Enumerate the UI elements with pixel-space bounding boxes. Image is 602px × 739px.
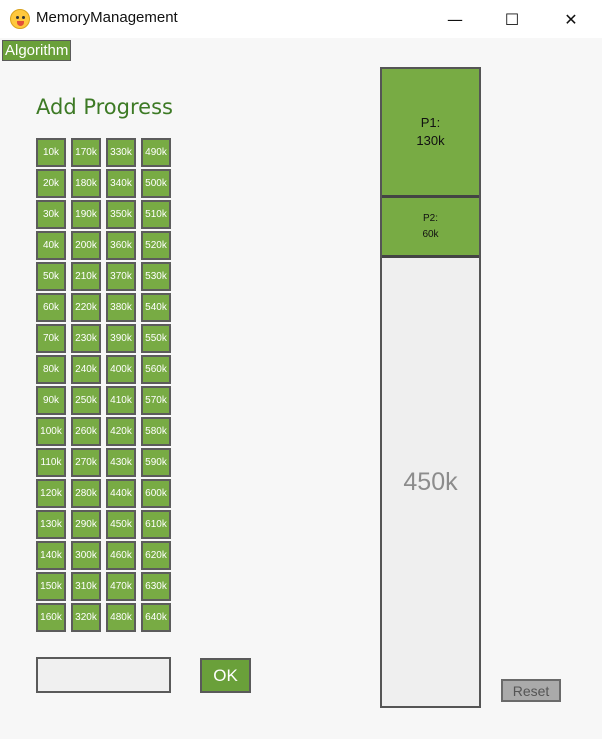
size-button[interactable]: 500k	[141, 169, 171, 198]
size-button[interactable]: 430k	[106, 448, 136, 477]
size-button[interactable]: 380k	[106, 293, 136, 322]
title-bar: MemoryManagement — ☐ ✕	[0, 0, 602, 38]
size-button[interactable]: 110k	[36, 448, 66, 477]
size-button[interactable]: 10k	[36, 138, 66, 167]
size-button[interactable]: 440k	[106, 479, 136, 508]
size-button[interactable]: 370k	[106, 262, 136, 291]
size-button[interactable]: 390k	[106, 324, 136, 353]
size-button[interactable]: 480k	[106, 603, 136, 632]
minimize-button[interactable]: —	[447, 9, 463, 29]
size-button[interactable]: 420k	[106, 417, 136, 446]
size-button[interactable]: 260k	[71, 417, 101, 446]
size-button[interactable]: 320k	[71, 603, 101, 632]
size-button[interactable]: 270k	[71, 448, 101, 477]
size-button[interactable]: 150k	[36, 572, 66, 601]
size-button[interactable]: 70k	[36, 324, 66, 353]
size-button[interactable]: 360k	[106, 231, 136, 260]
size-button[interactable]: 520k	[141, 231, 171, 260]
size-button[interactable]: 140k	[36, 541, 66, 570]
process-size: 60k	[422, 228, 439, 240]
size-button[interactable]: 490k	[141, 138, 171, 167]
size-button[interactable]: 580k	[141, 417, 171, 446]
size-button[interactable]: 530k	[141, 262, 171, 291]
size-button[interactable]: 630k	[141, 572, 171, 601]
size-button[interactable]: 280k	[71, 479, 101, 508]
size-button[interactable]: 560k	[141, 355, 171, 384]
size-button[interactable]: 60k	[36, 293, 66, 322]
size-button[interactable]: 450k	[106, 510, 136, 539]
size-button[interactable]: 220k	[71, 293, 101, 322]
size-button[interactable]: 540k	[141, 293, 171, 322]
memory-block-p1: P1: 130k	[382, 69, 479, 198]
size-button[interactable]: 40k	[36, 231, 66, 260]
size-button[interactable]: 400k	[106, 355, 136, 384]
size-button[interactable]: 350k	[106, 200, 136, 229]
duck-face-icon	[10, 9, 30, 29]
size-button[interactable]: 30k	[36, 200, 66, 229]
size-button[interactable]: 590k	[141, 448, 171, 477]
size-button[interactable]: 210k	[71, 262, 101, 291]
size-button[interactable]: 50k	[36, 262, 66, 291]
window-title: MemoryManagement	[36, 9, 178, 26]
size-button[interactable]: 130k	[36, 510, 66, 539]
size-button[interactable]: 180k	[71, 169, 101, 198]
size-button[interactable]: 470k	[106, 572, 136, 601]
size-button[interactable]: 410k	[106, 386, 136, 415]
size-button[interactable]: 460k	[106, 541, 136, 570]
process-size-grid: 10k 170k 330k 490k 20k 180k 340k 500k 30k 190k 350…	[36, 138, 172, 634]
close-button[interactable]: ✕	[564, 9, 578, 29]
size-button[interactable]: 550k	[141, 324, 171, 353]
size-button[interactable]: 120k	[36, 479, 66, 508]
size-button[interactable]: 250k	[71, 386, 101, 415]
size-button[interactable]: 610k	[141, 510, 171, 539]
size-button[interactable]: 20k	[36, 169, 66, 198]
size-button[interactable]: 300k	[71, 541, 101, 570]
ok-button[interactable]: OK	[200, 658, 251, 693]
algorithm-menu[interactable]: Algorithm	[2, 40, 72, 61]
size-button[interactable]: 640k	[141, 603, 171, 632]
free-size: 450k	[403, 467, 458, 496]
size-button[interactable]: 620k	[141, 541, 171, 570]
process-size: 130k	[416, 133, 445, 148]
size-button[interactable]: 570k	[141, 386, 171, 415]
size-button[interactable]: 310k	[71, 572, 101, 601]
size-button[interactable]: 170k	[71, 138, 101, 167]
size-button[interactable]: 510k	[141, 200, 171, 229]
size-button[interactable]: 160k	[36, 603, 66, 632]
reset-button[interactable]: Reset	[501, 679, 561, 702]
size-button[interactable]: 100k	[36, 417, 66, 446]
size-button[interactable]: 80k	[36, 355, 66, 384]
size-button[interactable]: 340k	[106, 169, 136, 198]
size-button[interactable]: 200k	[71, 231, 101, 260]
process-size-input[interactable]	[36, 657, 171, 693]
maximize-button[interactable]: ☐	[504, 9, 520, 29]
memory-bar: P1: 130k P2: 60k 450k	[380, 67, 481, 708]
size-button[interactable]: 290k	[71, 510, 101, 539]
size-button[interactable]: 90k	[36, 386, 66, 415]
memory-block-free: 450k	[382, 258, 479, 706]
size-button[interactable]: 330k	[106, 138, 136, 167]
size-button[interactable]: 600k	[141, 479, 171, 508]
size-button[interactable]: 230k	[71, 324, 101, 353]
size-button[interactable]: 240k	[71, 355, 101, 384]
add-progress-heading: Add Progress	[36, 95, 173, 119]
process-name: P1:	[420, 115, 441, 130]
size-button[interactable]: 190k	[71, 200, 101, 229]
memory-block-p2: P2: 60k	[382, 198, 479, 258]
process-name: P2:	[422, 212, 438, 224]
